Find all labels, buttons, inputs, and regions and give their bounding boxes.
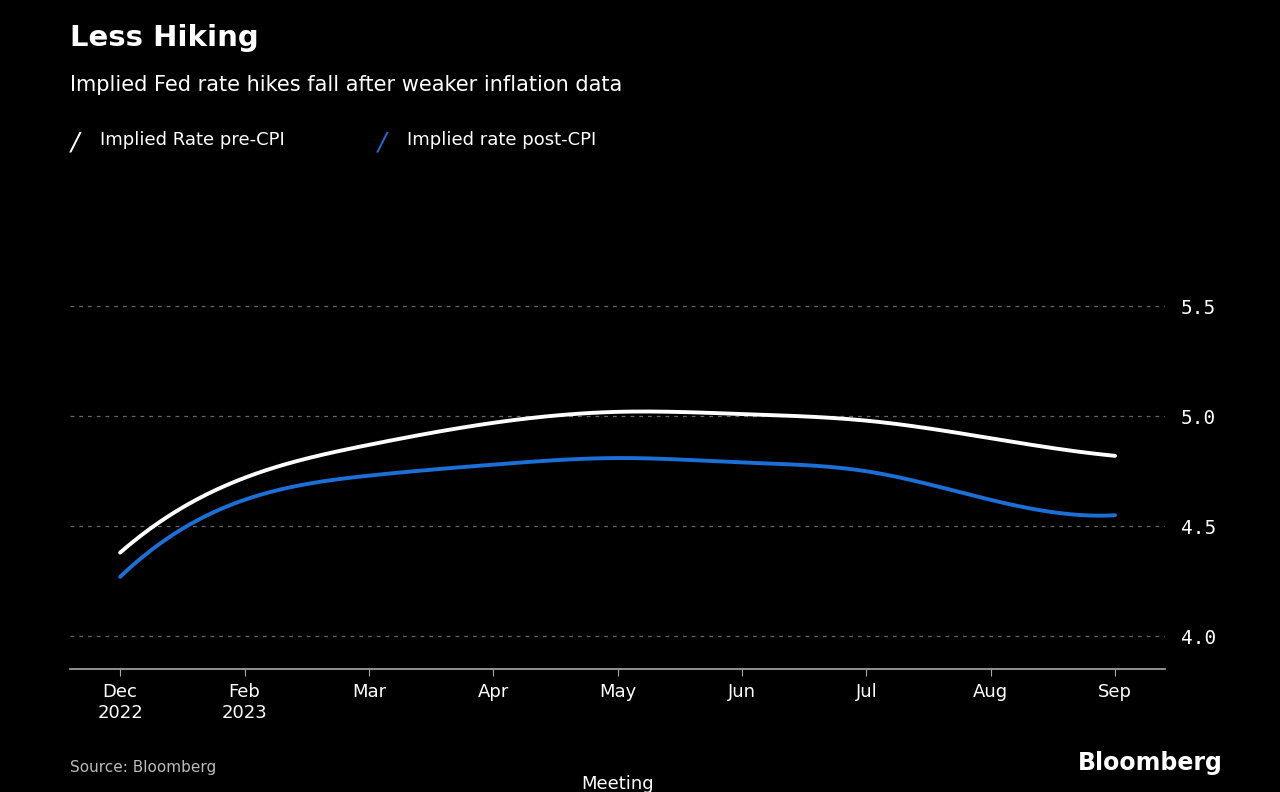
Text: Implied Rate pre-CPI: Implied Rate pre-CPI: [100, 131, 284, 149]
Text: Less Hiking: Less Hiking: [70, 24, 259, 51]
Text: /: /: [70, 131, 79, 154]
Text: Bloomberg: Bloomberg: [1078, 751, 1222, 775]
Text: Implied Fed rate hikes fall after weaker inflation data: Implied Fed rate hikes fall after weaker…: [70, 75, 622, 95]
X-axis label: Meeting: Meeting: [581, 775, 654, 792]
Text: /: /: [378, 131, 387, 154]
Text: Source: Bloomberg: Source: Bloomberg: [70, 760, 216, 775]
Text: Implied rate post-CPI: Implied rate post-CPI: [407, 131, 596, 149]
